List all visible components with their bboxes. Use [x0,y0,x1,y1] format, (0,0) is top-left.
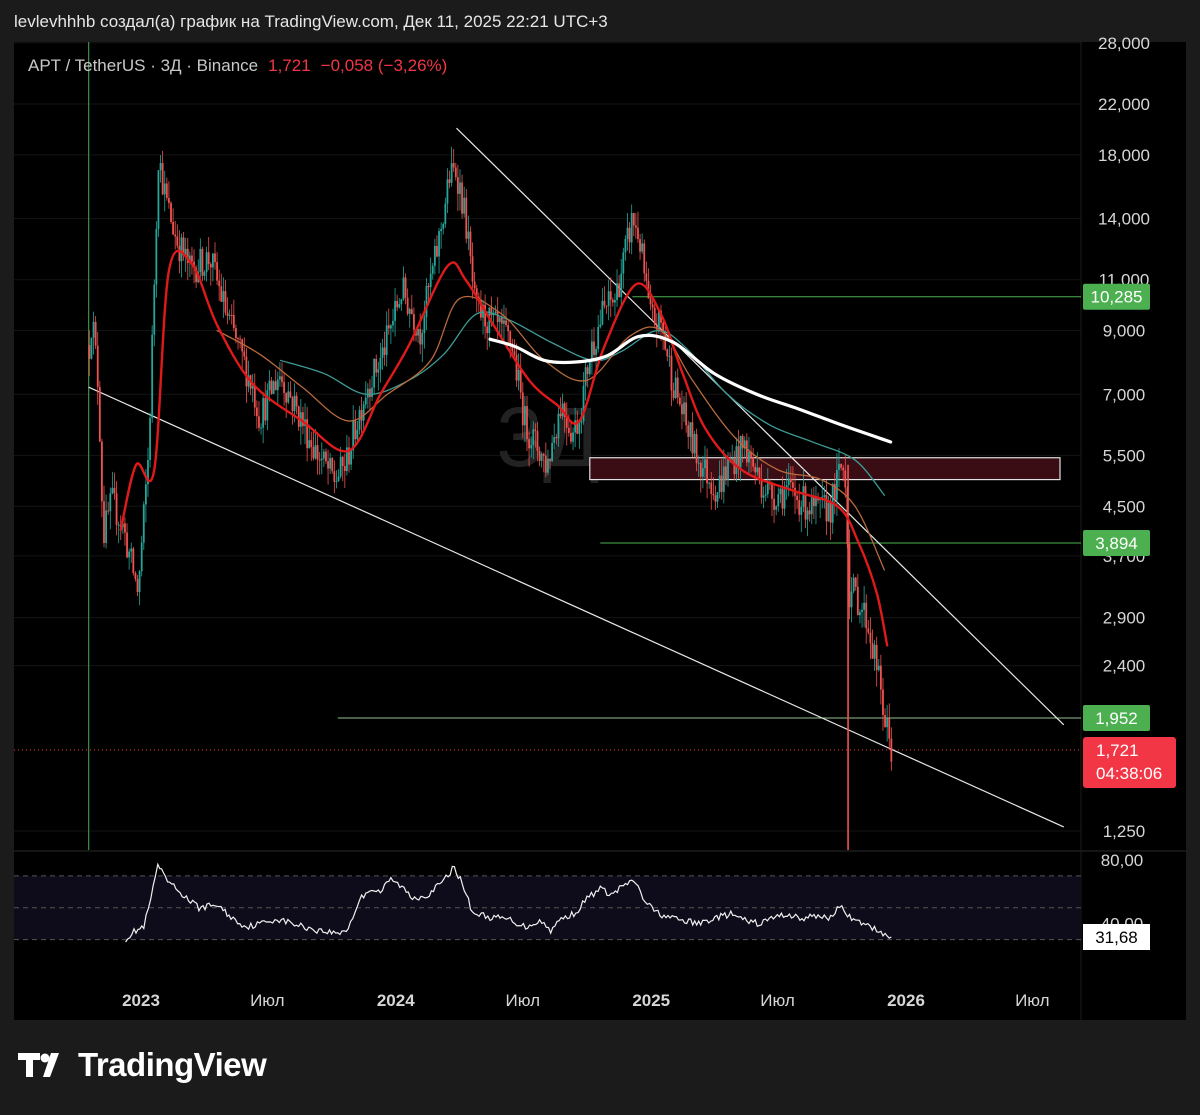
symbol-legend[interactable]: APT / TetherUS · 3Д · Binance 1,721 −0,058… [28,56,447,76]
symbol-pair: APT / TetherUS · 3Д · Binance [28,56,259,75]
tradingview-brand: TradingView [18,1046,267,1084]
chart-frame[interactable] [14,42,1186,1020]
chart-attribution: levlevhhhb создал(а) график на TradingVi… [14,12,608,31]
brand-name: TradingView [78,1046,267,1083]
price-change: −0,058 (−3,26%) [320,56,448,75]
tradingview-logo-icon [18,1053,59,1077]
last-price: 1,721 [268,56,311,75]
